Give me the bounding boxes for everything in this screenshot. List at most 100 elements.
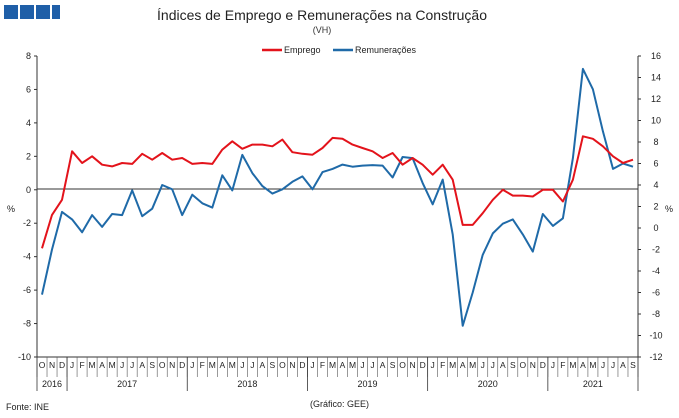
- month-tick-label: A: [139, 360, 145, 370]
- month-tick-label: S: [149, 360, 155, 370]
- month-tick-label: N: [530, 360, 536, 370]
- year-axis: 2016 2017 2018 2019 2020 2021: [36, 357, 639, 391]
- left-tick-label: -10: [18, 352, 31, 362]
- right-tick-label: 8: [653, 137, 658, 147]
- year-label: 2021: [583, 379, 603, 389]
- month-tick-label: D: [59, 360, 65, 370]
- left-tick-label: 4: [26, 118, 31, 128]
- month-tick-label: A: [219, 360, 225, 370]
- month-tick-label: J: [310, 360, 314, 370]
- year-label: 2018: [237, 379, 257, 389]
- series-line-remuneraes: [41, 67, 634, 327]
- month-tick-label: O: [519, 360, 526, 370]
- right-tick-label: 4: [653, 180, 658, 190]
- month-tick-label: M: [569, 360, 576, 370]
- left-tick-label: -8: [23, 319, 31, 329]
- series-line-emprego: [41, 135, 634, 249]
- month-tick-label: S: [510, 360, 516, 370]
- month-tick-label: A: [380, 360, 386, 370]
- month-tick-label: J: [70, 360, 74, 370]
- month-tick-label: O: [279, 360, 286, 370]
- right-tick-label: 0: [653, 223, 658, 233]
- legend-label-emprego: Emprego: [284, 45, 321, 55]
- month-tick-label: D: [540, 360, 546, 370]
- month-tick-label: N: [410, 360, 416, 370]
- left-tick-label: -6: [23, 285, 31, 295]
- right-tick-label: 6: [653, 159, 658, 169]
- legend: Emprego Remunerações: [262, 45, 417, 55]
- series-layer: [41, 67, 634, 327]
- month-tick-label: S: [630, 360, 636, 370]
- right-tick-label: -4: [652, 266, 660, 276]
- left-axis-label: %: [7, 204, 15, 214]
- month-tick-label: A: [580, 360, 586, 370]
- month-tick-label: M: [209, 360, 216, 370]
- right-axis-ticks: 16 14 12 10 8 6 4 2 0 -2 -4 -6 -8 -10 -12: [638, 51, 663, 362]
- month-tick-label: S: [270, 360, 276, 370]
- month-tick-label: A: [620, 360, 626, 370]
- month-tick-label: A: [340, 360, 346, 370]
- month-tick-label: J: [250, 360, 254, 370]
- month-tick-label: M: [469, 360, 476, 370]
- month-tick-label: F: [320, 360, 325, 370]
- year-label: 2020: [478, 379, 498, 389]
- month-tick-label: J: [611, 360, 615, 370]
- left-tick-label: -2: [23, 218, 31, 228]
- month-tick-label: J: [551, 360, 555, 370]
- month-tick-label: M: [229, 360, 236, 370]
- month-tick-label: J: [190, 360, 194, 370]
- month-tick-label: M: [109, 360, 116, 370]
- month-tick-label: M: [329, 360, 336, 370]
- right-tick-label: 10: [651, 116, 661, 126]
- month-tick-label: A: [260, 360, 266, 370]
- month-tick-label: D: [299, 360, 305, 370]
- month-tick-label: N: [289, 360, 295, 370]
- month-tick-label: D: [179, 360, 185, 370]
- right-tick-label: 14: [651, 73, 661, 83]
- month-tick-label: D: [420, 360, 426, 370]
- left-tick-label: 6: [26, 84, 31, 94]
- month-tick-label: J: [431, 360, 435, 370]
- month-tick-label: N: [49, 360, 55, 370]
- month-tick-label: F: [440, 360, 445, 370]
- month-tick-label: J: [130, 360, 134, 370]
- year-label: 2016: [42, 379, 62, 389]
- month-tick-label: M: [349, 360, 356, 370]
- month-tick-label: J: [360, 360, 364, 370]
- right-tick-label: -12: [649, 352, 662, 362]
- left-tick-label: 8: [26, 51, 31, 61]
- month-tick-label: J: [481, 360, 485, 370]
- right-tick-label: 16: [651, 51, 661, 61]
- month-tick-label: O: [159, 360, 166, 370]
- month-tick-label: F: [79, 360, 84, 370]
- month-tick-label: J: [120, 360, 124, 370]
- left-tick-label: 2: [26, 151, 31, 161]
- month-tick-label: M: [449, 360, 456, 370]
- month-tick-label: A: [460, 360, 466, 370]
- month-tick-label: O: [399, 360, 406, 370]
- brand-logo: [4, 5, 60, 19]
- month-tick-label: M: [589, 360, 596, 370]
- month-tick-label: N: [169, 360, 175, 370]
- month-tick-label: F: [200, 360, 205, 370]
- month-tick-label: J: [240, 360, 244, 370]
- month-tick-label: O: [39, 360, 46, 370]
- right-tick-label: 12: [651, 94, 661, 104]
- source-note: Fonte: INE: [6, 402, 49, 412]
- chart-title: Índices de Emprego e Remunerações na Con…: [157, 7, 487, 23]
- right-tick-label: -8: [652, 309, 660, 319]
- year-label: 2017: [117, 379, 137, 389]
- month-tick-label: A: [500, 360, 506, 370]
- month-tick-label: J: [491, 360, 495, 370]
- month-tick-label: J: [601, 360, 605, 370]
- right-tick-label: -10: [649, 331, 662, 341]
- left-tick-label: -4: [23, 252, 31, 262]
- month-tick-label: S: [390, 360, 396, 370]
- right-tick-label: 2: [653, 202, 658, 212]
- month-tick-label: J: [370, 360, 374, 370]
- legend-label-remuneracoes: Remunerações: [355, 45, 417, 55]
- year-label: 2019: [358, 379, 378, 389]
- month-tick-label: F: [560, 360, 565, 370]
